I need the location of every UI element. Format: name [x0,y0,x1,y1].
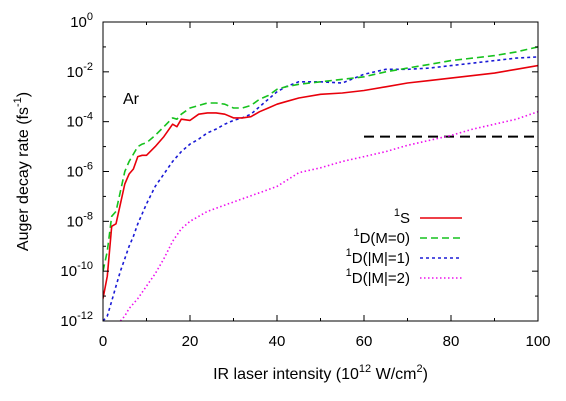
series-line-2 [103,46,538,272]
legend-label-1: 1S [394,207,410,227]
legend-label-4: 1D(|M|=2) [346,267,410,287]
x-tick-label: 0 [99,333,107,350]
x-tick-label: 60 [356,333,373,350]
axes: 0 20 40 60 80 100 100 10-2 10-4 10-6 10-8 10-10 10-1… [60,11,550,350]
y-tick-label: 100 [70,11,93,31]
y-tick-label: 10-12 [60,310,93,330]
y-tick-label: 10-6 [67,161,93,181]
y-tick-label: 10-8 [67,210,93,230]
annotation-ar: Ar [123,91,140,108]
x-tick-label: 80 [443,333,460,350]
legend-label-3: 1D(|M|=1) [346,247,410,267]
legend-label-2: 1D(M=0) [353,227,410,247]
y-axis-label: Auger decay rate (fs-1) [12,92,32,251]
x-axis-label: IR laser intensity (1012 W/cm2) [213,363,428,383]
y-tick-label: 10-10 [60,260,93,280]
series-line-1 [103,64,538,299]
series-line-4 [119,110,538,321]
y-tick-label: 10-2 [67,61,93,81]
plot-area [103,46,538,321]
x-tick-label: 20 [182,333,199,350]
y-tick-label: 10-4 [67,111,93,131]
x-tick-label: 40 [269,333,286,350]
x-tick-label: 100 [525,333,550,350]
